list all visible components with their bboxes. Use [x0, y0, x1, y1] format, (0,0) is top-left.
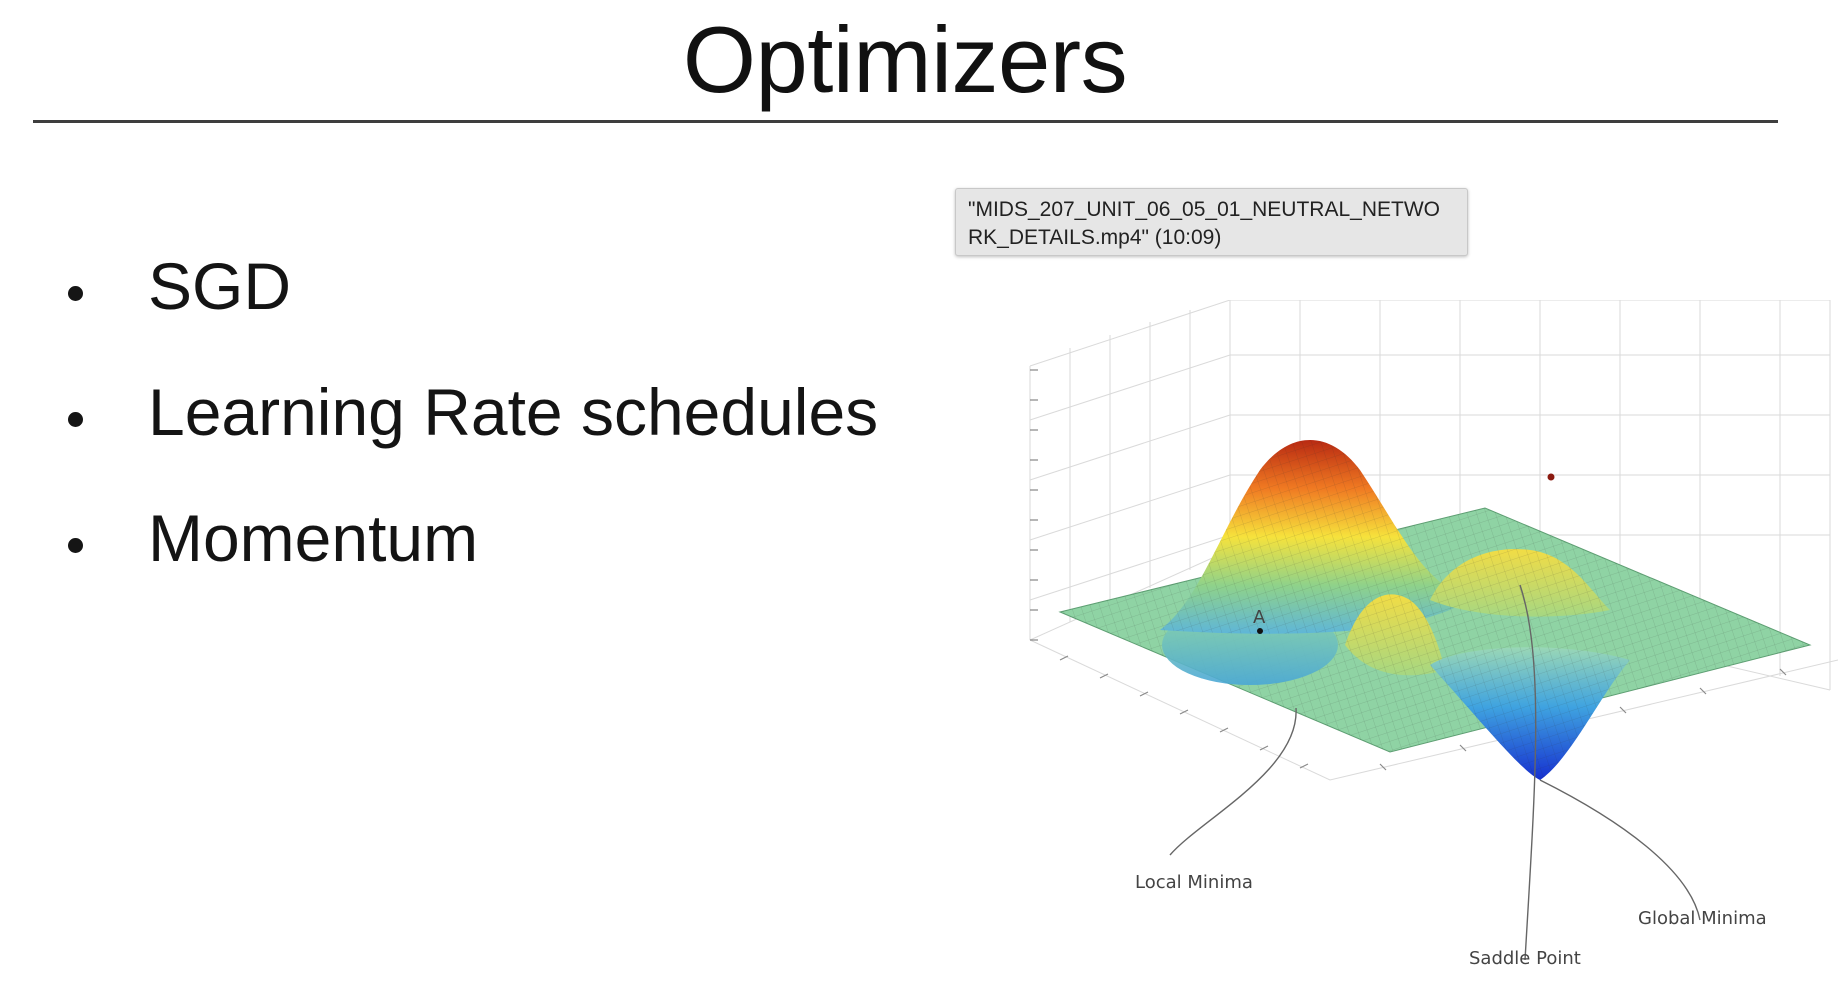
global-minima-leader: [1539, 779, 1701, 921]
bullet-dot-icon: [68, 412, 83, 427]
slide-title: Optimizers: [682, 7, 1128, 112]
saddle-point-leader: [1519, 584, 1537, 961]
local-minima-label: Local Minima: [1135, 872, 1253, 893]
bullet-dot-icon: [68, 286, 83, 301]
red-point-marker: [1547, 473, 1555, 481]
bullet-text: Momentum: [148, 501, 479, 575]
local-minima-leader: [1169, 707, 1297, 856]
point-a-label: A: [1253, 607, 1266, 628]
bullet-text: SGD: [148, 249, 292, 323]
global-minima-label: Global Minima: [1638, 908, 1767, 929]
saddle-point-label: Saddle Point: [1469, 948, 1581, 969]
title-divider: [33, 120, 1778, 123]
loss-surface-figure: A Local Minima Saddle Point Global Minim…: [1029, 300, 1838, 969]
file-tooltip: "MIDS_207_UNIT_06_05_01_NEUTRAL_NETWORK_…: [955, 188, 1468, 256]
bullet-dot-icon: [68, 538, 83, 553]
point-a-marker: [1257, 628, 1263, 634]
bullet-text: Learning Rate schedules: [148, 375, 879, 449]
